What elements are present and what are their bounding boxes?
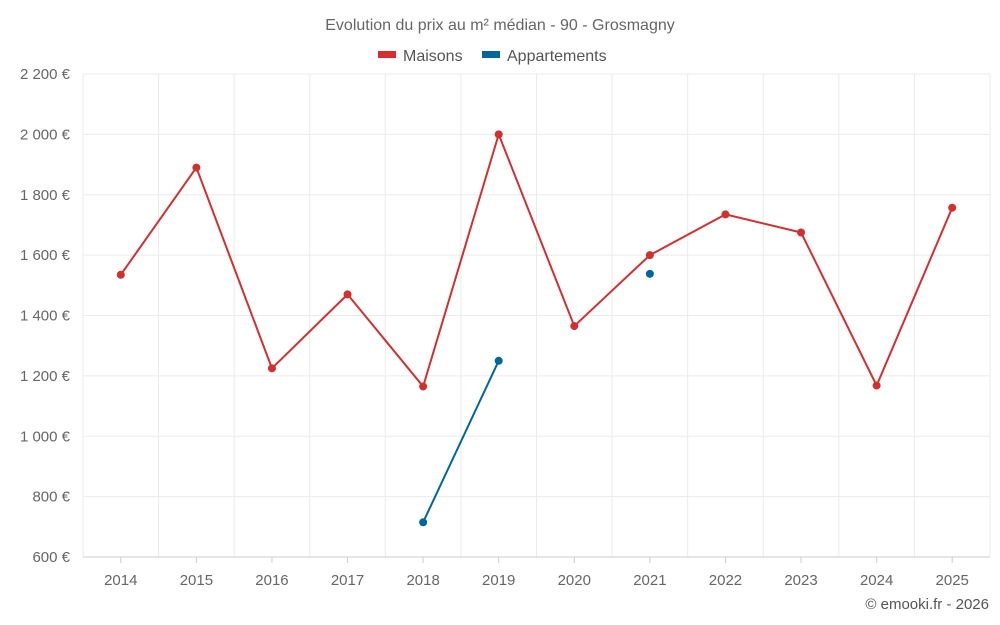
- x-tick-label: 2023: [784, 572, 817, 589]
- x-tick-label: 2021: [633, 572, 666, 589]
- grid-lines: [82, 73, 991, 558]
- x-tick-label: 2014: [104, 572, 137, 589]
- legend-item-maisons[interactable]: Maisons: [378, 48, 463, 65]
- series-line-appartements: [422, 360, 500, 523]
- series-layer: [116, 130, 957, 527]
- legend-item-appartements[interactable]: Appartements: [482, 48, 607, 65]
- data-point-maisons[interactable]: [419, 382, 428, 391]
- y-tick-label: 2 200 €: [20, 66, 71, 83]
- x-tick-label: 2015: [180, 572, 213, 589]
- x-tick-label: 2022: [709, 572, 742, 589]
- data-point-appartements[interactable]: [645, 269, 654, 278]
- chart-title: Evolution du prix au m² médian - 90 - Gr…: [325, 17, 674, 34]
- y-tick-label: 1 000 €: [20, 428, 71, 445]
- data-point-maisons[interactable]: [797, 228, 806, 237]
- credit-text: © emooki.fr - 2026: [865, 596, 989, 613]
- legend-swatch-maisons: [378, 51, 396, 58]
- y-tick-label: 1 200 €: [20, 368, 71, 385]
- x-tick-label: 2020: [558, 572, 591, 589]
- data-point-maisons[interactable]: [267, 364, 276, 373]
- y-tick-label: 1 400 €: [20, 308, 71, 325]
- legend-swatch-appartements: [482, 51, 500, 58]
- data-point-maisons[interactable]: [192, 163, 201, 172]
- y-tick-label: 600 €: [32, 549, 70, 566]
- x-tick-label: 2025: [936, 572, 969, 589]
- legend-label-appartements: Appartements: [507, 48, 607, 65]
- x-tick-label: 2024: [860, 572, 893, 589]
- legend-label-maisons: Maisons: [403, 48, 463, 65]
- data-point-maisons[interactable]: [343, 290, 352, 299]
- data-point-maisons[interactable]: [116, 270, 125, 279]
- y-tick-label: 1 800 €: [20, 187, 71, 204]
- x-tick-label: 2018: [406, 572, 439, 589]
- x-tick-label: 2017: [331, 572, 364, 589]
- data-point-maisons[interactable]: [645, 251, 654, 260]
- data-point-appartements[interactable]: [494, 356, 503, 365]
- x-axis: 2014 2015 2016 2017 2018 2019 2020 2021 2022 2023…: [83, 556, 990, 589]
- series-line-maisons: [119, 133, 954, 388]
- data-point-maisons[interactable]: [494, 130, 503, 139]
- y-axis: 600 € 800 € 1 000 € 1 200 € 1 400 € 1 600 € 1 …: [20, 66, 71, 566]
- data-point-maisons[interactable]: [570, 322, 579, 331]
- data-point-appartements[interactable]: [419, 518, 428, 527]
- legend: Maisons Appartements: [378, 48, 607, 65]
- data-point-maisons[interactable]: [872, 381, 881, 390]
- y-tick-label: 2 000 €: [20, 126, 71, 143]
- x-tick-label: 2019: [482, 572, 515, 589]
- y-tick-label: 800 €: [32, 489, 70, 506]
- y-tick-label: 1 600 €: [20, 247, 71, 264]
- data-point-maisons[interactable]: [721, 210, 730, 219]
- x-tick-label: 2016: [255, 572, 288, 589]
- data-point-maisons[interactable]: [948, 203, 957, 212]
